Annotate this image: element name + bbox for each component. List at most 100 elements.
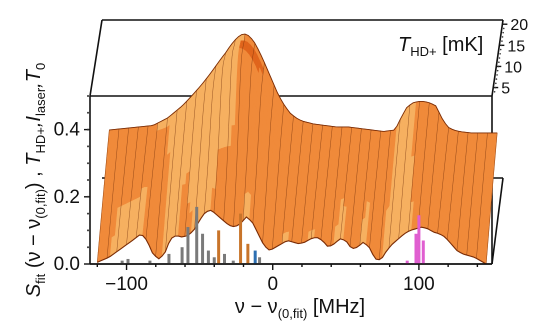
y-title-rest: (ν − ν	[23, 219, 45, 274]
depth-axis-ticks: 5 10 15 20	[493, 17, 528, 98]
surface-mesh-line	[301, 123, 314, 244]
depth-minor-tick	[499, 52, 501, 55]
surface-mesh-line	[340, 127, 352, 239]
depth-tick-label: 10	[504, 59, 522, 76]
surface-mesh-line	[106, 128, 120, 259]
depth-minor-tick	[500, 44, 503, 47]
surface-back-edge	[109, 33, 498, 134]
y-minor-tick	[87, 162, 89, 165]
surface-mesh-line	[135, 125, 149, 238]
x-tick-label: 100	[403, 274, 435, 295]
depth-minor-tick	[501, 36, 504, 38]
surface-mesh-line	[378, 130, 391, 260]
y-minor-tick	[87, 246, 89, 249]
y-title-i-sub: laser	[33, 87, 48, 116]
x-tick-label: 0	[267, 274, 278, 295]
surface-mesh-line	[456, 132, 469, 251]
depth-minor-tick	[503, 23, 506, 26]
y-title-t-sub: HD+	[33, 127, 48, 153]
surface-mesh-line	[116, 127, 129, 252]
y-minor-tick	[87, 111, 89, 114]
surface-mesh-line	[330, 126, 343, 246]
y-minor-tick	[87, 179, 89, 181]
surface-plot	[96, 33, 498, 265]
y-title-i: ,I	[23, 116, 45, 128]
surface-mesh-line	[369, 131, 382, 248]
depth-tick-label: 20	[510, 17, 528, 34]
y-title-s: S	[23, 283, 45, 297]
surface-mesh-line	[310, 125, 323, 239]
y-title-rest2: ) ,	[23, 166, 45, 189]
depth-axis-title: THD+ [mK]	[398, 34, 483, 59]
depth-minor-tick	[493, 90, 496, 93]
depth-title-sub: HD+	[410, 44, 436, 59]
box-right-top-edge	[491, 19, 504, 97]
surface-mesh-line	[252, 62, 265, 224]
surface-mesh-line	[437, 127, 449, 234]
x-tick-label: −100	[105, 274, 148, 295]
y-minor-tick	[87, 212, 89, 215]
y-title-t0-sub: 0	[33, 63, 48, 70]
y-axis-ticks: 0.0 0.2 0.4	[54, 95, 90, 275]
surface-mesh-line	[417, 102, 430, 229]
surface-mesh-line	[213, 52, 226, 213]
surface-mesh-line	[408, 101, 420, 232]
spectral-lines	[120, 206, 425, 264]
surface-mesh-line	[272, 104, 285, 250]
surface-front-edge	[97, 209, 487, 265]
surface-mesh-line	[466, 132, 478, 256]
surface-mesh-line	[97, 129, 110, 263]
x-axis-title-sub: (0,fit)	[278, 306, 308, 321]
surface-mesh-line	[281, 115, 294, 244]
x-axis-title-unit: [MHz]	[307, 296, 365, 318]
depth-minor-tick	[496, 74, 498, 76]
y-minor-tick	[87, 145, 89, 148]
depth-minor-tick	[497, 65, 500, 68]
surface-mesh-line	[174, 100, 188, 237]
surface-mesh-line	[204, 65, 217, 214]
depth-minor-tick	[495, 78, 498, 80]
y-title-sub2: (0,fit)	[33, 189, 48, 219]
surface-mesh-line	[291, 121, 304, 242]
surface-mesh-line	[485, 132, 498, 265]
surface-mesh-line	[184, 90, 197, 237]
depth-minor-tick	[499, 48, 502, 51]
depth-minor-tick	[498, 57, 501, 59]
depth-minor-tick	[494, 86, 497, 89]
surface-mesh-line	[320, 126, 333, 240]
x-axis-ticks: −100 0 100	[96, 264, 479, 295]
depth-minor-tick	[495, 82, 497, 85]
y-minor-tick	[87, 195, 89, 198]
y-title-t: T	[23, 152, 45, 166]
surface-mesh-line	[447, 131, 459, 240]
depth-title-unit: [mK]	[437, 34, 484, 56]
box-top-left-edge	[89, 19, 103, 97]
surface-mesh-line	[388, 119, 401, 249]
depth-title-t: T	[398, 34, 412, 56]
y-minor-tick	[87, 128, 89, 131]
surface-mesh-line	[194, 78, 207, 230]
axes	[89, 96, 492, 265]
surface-mesh-line	[233, 34, 246, 227]
y-tick-label: 0.4	[54, 120, 81, 141]
surface-mesh-line	[145, 123, 158, 240]
depth-minor-tick	[502, 31, 504, 34]
surface-mesh-line	[262, 85, 275, 243]
depth-minor-tick	[498, 61, 500, 64]
box-right-floor-edge	[491, 177, 504, 265]
surface-mesh-line	[476, 132, 488, 259]
y-title-s-sub: fit	[33, 273, 48, 284]
surface-mesh-line	[359, 129, 372, 246]
surface-mesh-line	[242, 42, 255, 221]
surface-mesh-line	[165, 110, 178, 252]
surface-mesh-line	[349, 128, 362, 247]
depth-minor-tick	[496, 69, 499, 72]
x-axis-title: ν − ν(0,fit) [MHz]	[235, 296, 365, 321]
y-minor-tick	[87, 95, 89, 97]
x-axis-title-main: ν − ν	[235, 296, 278, 318]
depth-tick-label: 15	[507, 38, 525, 55]
depth-minor-tick	[502, 27, 505, 30]
surface-mesh-line	[398, 105, 411, 239]
y-tick-label: 0.2	[54, 187, 80, 208]
